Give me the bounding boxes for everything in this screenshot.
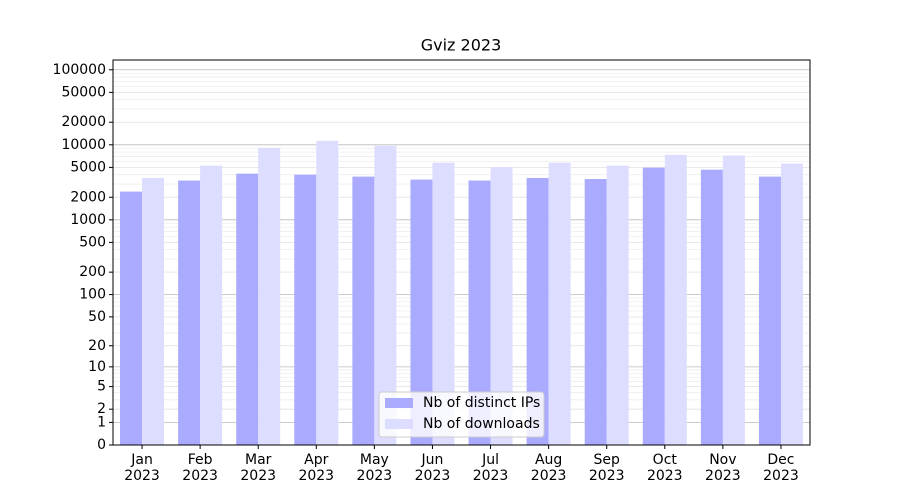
bar [722, 155, 745, 446]
bar [700, 169, 723, 445]
legend-swatch [385, 398, 413, 408]
chart-title: Gviz 2023 [421, 36, 502, 55]
x-tick-label: Jul 2023 [472, 452, 509, 484]
y-tick-label: 50 [88, 309, 106, 325]
bar [584, 179, 607, 446]
bar [258, 147, 281, 445]
bar [490, 166, 513, 445]
y-tick-label: 5 [97, 379, 106, 395]
y-tick-label: 1000 [70, 212, 106, 228]
y-tick-label: 2000 [70, 189, 106, 205]
bar [374, 145, 397, 445]
x-tick-label: Dec 2023 [763, 452, 799, 484]
x-tick-label: Jan 2023 [124, 452, 160, 484]
plot-frame [112, 59, 811, 446]
bar [294, 174, 317, 445]
bar [142, 177, 165, 445]
y-tick-label: 10 [88, 359, 106, 375]
bar [316, 140, 339, 446]
x-tick-label: Feb 2023 [182, 452, 218, 484]
bar [468, 180, 491, 445]
bar [352, 176, 375, 445]
y-tick-label: 500 [79, 234, 106, 250]
bar [548, 162, 571, 445]
bar [178, 180, 201, 445]
bar [200, 165, 223, 445]
x-tick-label: May 2023 [356, 452, 393, 484]
y-tick-label: 2 [97, 401, 106, 417]
legend-swatch [385, 419, 413, 429]
bar [120, 191, 143, 445]
bar [780, 163, 803, 445]
x-tick-label: Mar 2023 [240, 452, 277, 484]
x-tick-label: Sep 2023 [588, 452, 625, 484]
y-tick-label: 0 [97, 437, 106, 453]
y-tick-label: 100 [79, 287, 106, 303]
y-tick-label: 1 [97, 414, 106, 430]
y-tick-label: 5000 [70, 159, 106, 175]
y-tick-label: 20000 [61, 114, 106, 130]
y-tick-label: 50000 [61, 84, 106, 100]
y-tick-label: 10000 [61, 137, 106, 153]
legend-box [378, 391, 545, 438]
bar [410, 179, 433, 445]
bar [642, 167, 665, 446]
y-tick-label: 100000 [53, 62, 106, 78]
y-tick-label: 200 [79, 264, 106, 280]
bar [236, 173, 259, 446]
x-tick-label: Oct 2023 [646, 452, 683, 484]
bar [664, 154, 687, 445]
bar [758, 176, 781, 445]
x-tick-label: Nov 2023 [705, 452, 741, 484]
x-tick-label: Apr 2023 [298, 452, 335, 484]
legend-label: Nb of distinct IPs [423, 395, 540, 411]
bar [526, 177, 549, 445]
x-tick-label: Aug 2023 [530, 452, 567, 484]
y-tick-label: 20 [88, 338, 106, 354]
bar [432, 162, 455, 445]
legend-label: Nb of downloads [423, 416, 540, 432]
bar [606, 165, 629, 445]
x-tick-label: Jun 2023 [414, 452, 451, 484]
